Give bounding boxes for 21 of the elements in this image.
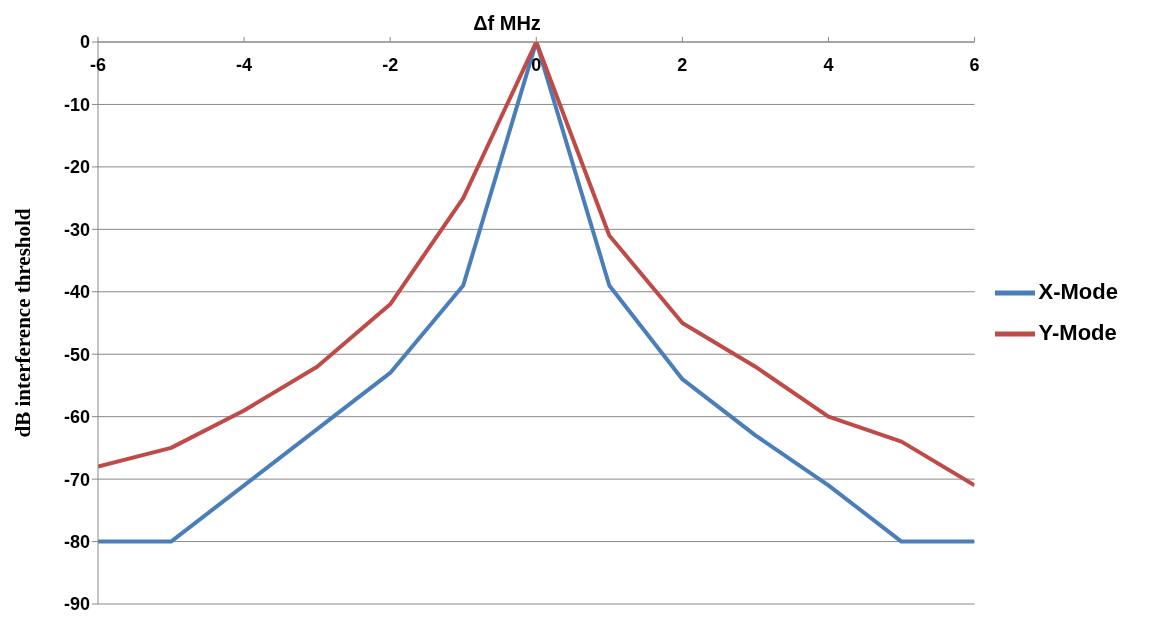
legend-label: Y-Mode	[1038, 320, 1117, 345]
y-tick-label: -50	[63, 344, 90, 365]
x-tick-label: -6	[89, 55, 107, 75]
y-tick-label: -10	[63, 94, 90, 115]
y-axis-title: dB interference threshold	[11, 208, 36, 438]
y-tick-label: 0	[79, 32, 90, 53]
y-tick-label: -60	[63, 407, 90, 428]
y-tick-label: -70	[63, 469, 90, 490]
y-tick-label: -40	[63, 282, 90, 303]
y-tick-label: -20	[63, 157, 90, 178]
y-tick-label: -80	[63, 531, 90, 552]
x-axis-title: Δf MHz	[472, 12, 542, 35]
x-tick-label: -2	[382, 55, 399, 75]
x-tick-label: 2	[677, 55, 688, 75]
x-tick-label: 6	[969, 55, 980, 75]
x-tick-label: 0	[531, 55, 542, 75]
y-tick-label: -90	[63, 594, 90, 615]
y-tick-label: -30	[63, 219, 90, 240]
x-tick-label: -4	[236, 55, 253, 75]
legend-label: X-Mode	[1038, 278, 1118, 304]
x-tick-label: 4	[823, 55, 834, 75]
